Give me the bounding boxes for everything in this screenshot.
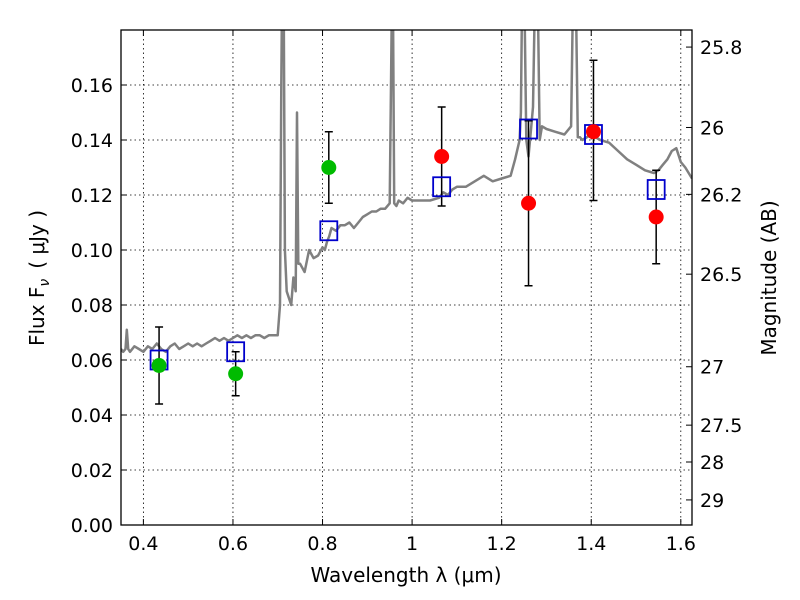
y-axis-label-sub: ν [37,279,53,287]
plot-frame [120,29,693,526]
y-axis-label-main: Flux F [25,287,49,346]
y-tick-label: 0.06 [71,350,113,372]
model-photometry-square [646,179,666,200]
red-data-point [521,195,537,211]
y2-tick-label: 26 [700,117,724,139]
red-data-point [434,149,450,164]
y-axis-label-group: Flux Fν ( μJy ) [25,210,53,346]
y-tick-label: 0.10 [71,240,113,262]
x-tick-label: 1 [406,533,418,555]
y-tick-label: 0.14 [71,130,113,152]
x-tick-label: 0.8 [307,533,337,555]
y-tick-label: 0.08 [71,295,113,317]
x-tick-label: 1.6 [666,533,696,555]
y2-axis-label: Magnitude (AB) [757,200,781,355]
x-tick-label: 0.6 [218,533,248,555]
y-tick-label: 0.00 [71,515,113,537]
model-photometry-square [226,341,246,363]
y2-tick-label: 28 [700,452,724,474]
y-axis-label-unit: ( μJy ) [25,210,49,269]
x-tick-label: 1.4 [576,533,606,555]
y2-tick-label: 27.5 [700,415,742,437]
x-tick-label: 0.4 [128,533,158,555]
y-tick-label: 0.16 [71,75,113,97]
x-tick-labels: 0.4 0.6 0.8 1 1.2 1.4 1.6 [128,533,696,555]
y2-tick-label: 26.2 [700,184,742,206]
y2-tick-labels: 25.8 26 26.2 26.5 27 27.5 28 29 [700,37,742,512]
grid [121,30,692,525]
y2-axis-label-group: Magnitude (AB) [757,200,781,355]
model-spectrum-line [121,30,692,354]
y-tick-label: 0.02 [71,460,113,482]
model-photometry-square [432,176,452,198]
model-photometry-square [319,220,339,242]
y-tick-label: 0.04 [71,405,113,427]
plot-area [121,30,692,405]
model-photometry-square [519,118,538,140]
green-data-point [151,358,167,373]
y-tick-labels: 0.00 0.02 0.04 0.06 0.08 0.10 0.12 0.14 0.16 [71,75,113,537]
x-tick-label: 1.2 [487,533,517,555]
red-data-point [585,124,601,140]
red-data-point [648,209,664,225]
y2-tick-label: 25.8 [700,37,742,59]
y2-tick-label: 29 [700,490,724,512]
y2-tick-label: 27 [700,357,724,379]
x-axis-label: Wavelength λ (μm) [310,563,501,587]
tick-marks [121,30,692,526]
y2-tick-label: 26.5 [700,264,742,286]
y-tick-label: 0.12 [71,185,113,207]
green-data-point [321,160,337,175]
green-data-point [228,366,244,382]
y-axis-label: Flux Fν ( μJy ) [25,210,53,346]
